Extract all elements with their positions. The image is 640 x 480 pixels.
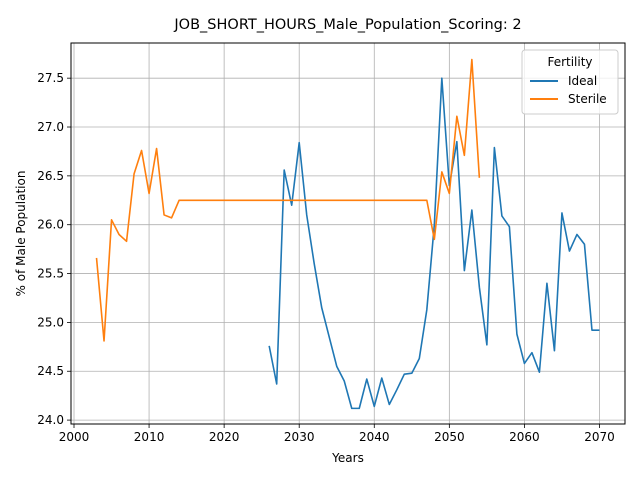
legend: Fertility Ideal Sterile <box>521 49 619 115</box>
y-tick-label: 27.0 <box>37 120 64 134</box>
chart-title: JOB_SHORT_HOURS_Male_Population_Scoring:… <box>173 17 521 33</box>
x-tick-label: 2010 <box>134 430 165 444</box>
y-tick-label: 25.5 <box>37 267 64 281</box>
legend-title: Fertility <box>547 55 592 69</box>
series-lines <box>95 58 600 410</box>
x-tick-label: 2070 <box>584 430 615 444</box>
plot-frame <box>70 42 626 425</box>
x-tick-label: 2040 <box>359 430 390 444</box>
series-line-sterile <box>95 58 481 342</box>
x-tick-label: 2060 <box>509 430 540 444</box>
legend-label-ideal: Ideal <box>568 74 597 88</box>
x-tick-label: 2050 <box>434 430 465 444</box>
x-tick-label: 2000 <box>59 430 90 444</box>
y-tick-label: 26.0 <box>37 218 64 232</box>
axis-ticks: 2000 2010 2020 2030 2040 2050 2060 2070 24.0 24.5… <box>37 71 614 444</box>
y-tick-label: 26.5 <box>37 169 64 183</box>
x-tick-label: 2020 <box>209 430 240 444</box>
x-tick-label: 2030 <box>284 430 315 444</box>
y-tick-label: 27.5 <box>37 71 64 85</box>
y-axis-title: % of Male Population <box>14 171 28 297</box>
y-tick-label: 24.0 <box>37 413 64 427</box>
x-axis-title: Years <box>331 451 364 465</box>
legend-label-sterile: Sterile <box>568 92 607 106</box>
y-tick-label: 25.0 <box>37 315 64 329</box>
series-line-ideal <box>268 77 600 410</box>
y-tick-label: 24.5 <box>37 364 64 378</box>
